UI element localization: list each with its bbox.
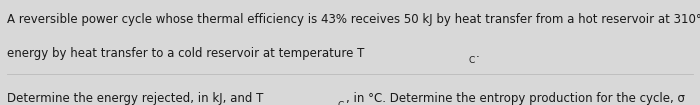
Text: energy by heat transfer to a cold reservoir at temperature T: energy by heat transfer to a cold reserv… [7,47,365,60]
Text: A reversible power cycle whose thermal efficiency is 43% receives 50 kJ by heat : A reversible power cycle whose thermal e… [7,13,700,26]
Text: .: . [476,47,480,60]
Text: , in °C. Determine the entropy production for the cycle, σ: , in °C. Determine the entropy productio… [346,92,685,105]
Text: C: C [468,56,475,65]
Text: Determine the energy rejected, in kJ, and T: Determine the energy rejected, in kJ, an… [7,92,263,105]
Text: C: C [338,101,344,105]
